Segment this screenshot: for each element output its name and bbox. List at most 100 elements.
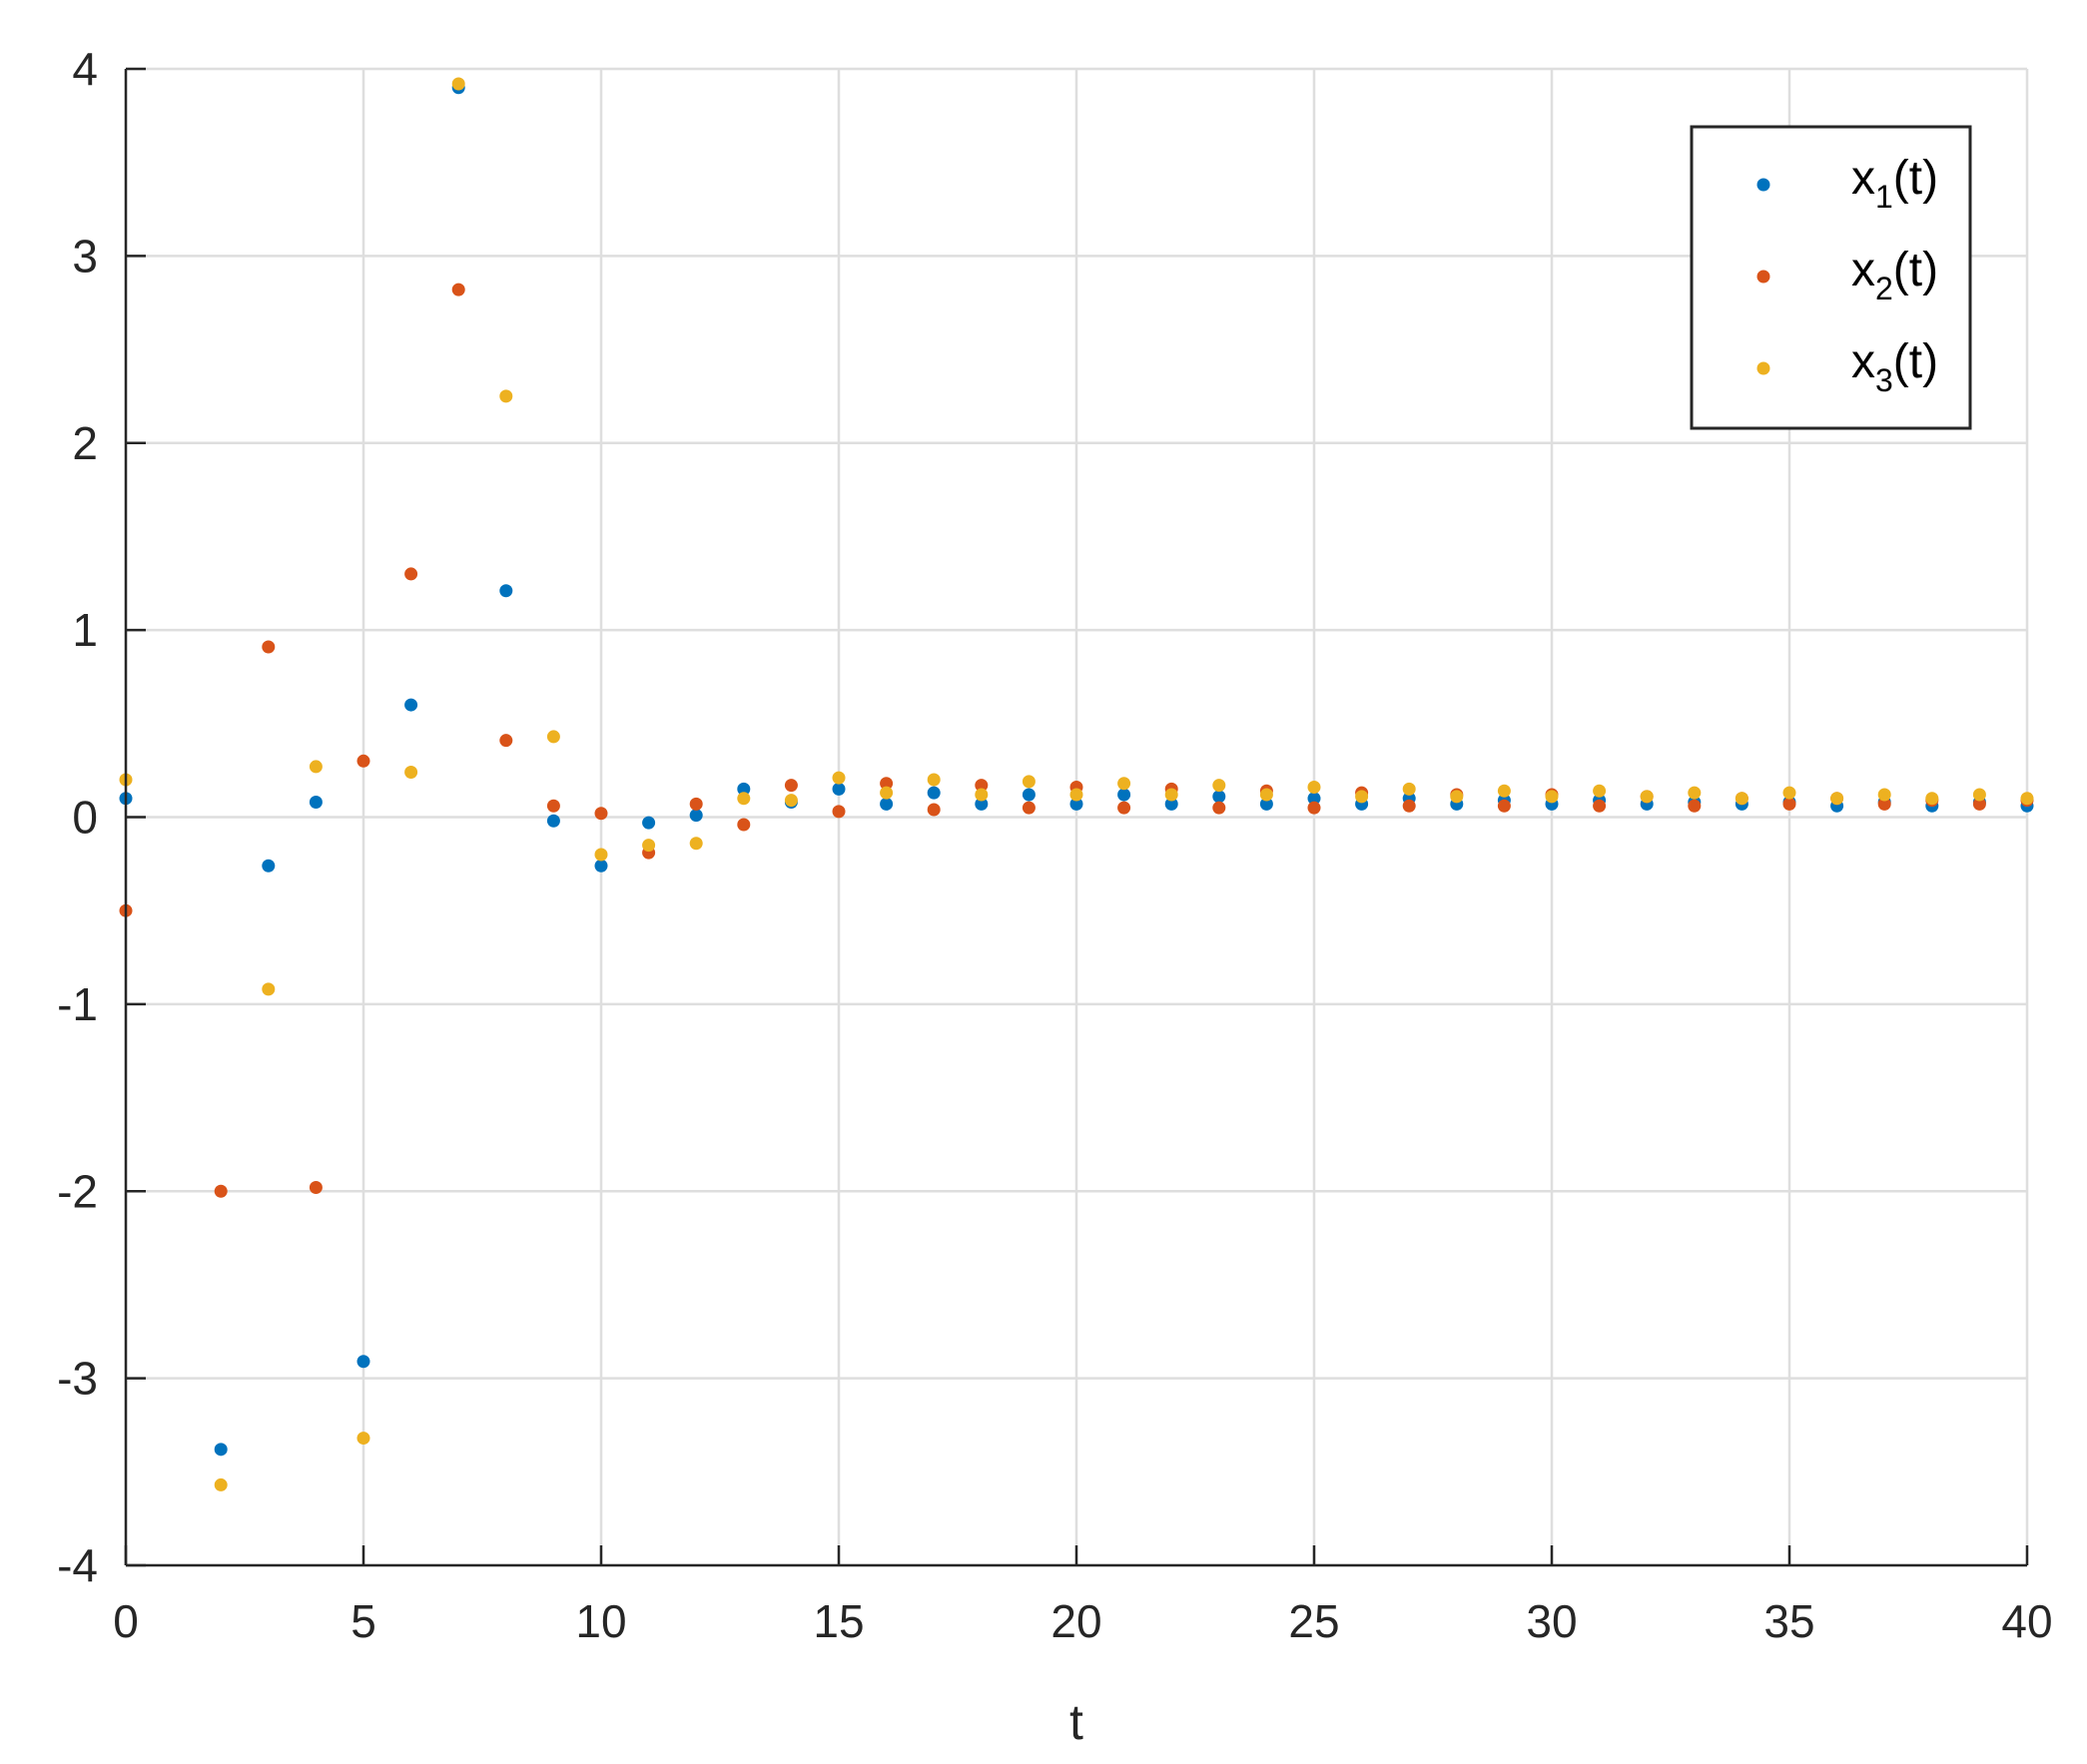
data-point-series-3 [499,389,513,403]
data-point-series-2 [1307,801,1321,815]
data-point-series-3 [404,766,418,780]
data-point-series-3 [1782,786,1796,800]
data-point-series-3 [1355,790,1369,804]
data-point-series-3 [1497,784,1511,798]
data-point-series-1 [594,859,608,873]
data-point-series-3 [1972,788,1986,802]
data-point-series-3 [309,760,323,774]
data-point-series-1 [1164,797,1178,811]
data-points [119,77,2034,1491]
data-point-series-1 [262,859,276,873]
legend-label-series-1: x1(t) [1851,152,1938,215]
data-point-series-3 [1164,788,1178,802]
data-point-series-3 [1117,777,1131,791]
data-point-series-2 [927,803,941,817]
data-point-series-2 [262,640,276,654]
data-point-series-2 [784,779,798,793]
x-tick-label: 15 [813,1595,864,1647]
data-point-series-2 [1022,801,1036,815]
data-point-series-3 [1545,790,1559,804]
data-point-series-3 [1212,779,1226,793]
legend-marker-series-2 [1756,270,1770,284]
data-point-series-2 [594,807,608,821]
data-point-series-2 [309,1181,323,1195]
data-point-series-2 [356,754,370,768]
data-point-series-3 [1925,792,1939,806]
data-point-series-3 [1402,782,1416,796]
data-point-series-1 [309,796,323,810]
y-tick-label: -4 [57,1539,98,1591]
x-axis-label: t [1069,1694,1083,1750]
legend-box [1690,125,1972,430]
data-point-series-3 [594,848,608,862]
data-point-series-2 [1782,797,1796,811]
data-point-series-2 [1212,801,1226,815]
data-point-series-3 [1877,788,1891,802]
data-point-series-1 [1212,790,1226,804]
data-point-series-2 [1593,799,1607,813]
x-tick-label: 10 [575,1595,626,1647]
data-point-series-2 [975,779,989,793]
data-point-series-3 [1307,781,1321,795]
data-point-series-3 [1593,784,1607,798]
data-point-series-1 [1022,788,1036,802]
x-tick-label: 30 [1526,1595,1577,1647]
data-point-series-3 [737,792,751,806]
legend-label-series-3: x3(t) [1851,335,1938,398]
data-point-series-1 [642,816,656,830]
data-point-series-1 [214,1443,228,1457]
data-point-series-3 [1640,790,1654,804]
data-point-series-1 [832,782,846,796]
data-point-series-3 [214,1477,228,1491]
data-point-series-3 [689,837,703,851]
data-point-series-2 [404,567,418,581]
data-point-series-2 [1877,797,1891,811]
data-point-series-3 [642,839,656,853]
data-point-series-1 [499,584,513,598]
y-tick-label: -1 [57,978,98,1030]
data-point-series-1 [356,1355,370,1369]
data-point-series-2 [451,283,465,296]
data-point-series-3 [1259,788,1273,802]
y-tick-label: -3 [57,1353,98,1405]
data-point-series-1 [880,797,894,811]
x-tick-label: 35 [1763,1595,1814,1647]
data-point-series-3 [451,77,465,91]
y-tick-label: 0 [72,792,98,844]
data-point-series-3 [356,1432,370,1446]
data-point-series-1 [1117,788,1131,802]
data-point-series-3 [880,786,894,800]
data-point-series-3 [1688,786,1702,800]
y-tick-label: -2 [57,1165,98,1217]
data-point-series-1 [546,814,560,828]
data-point-series-2 [1972,797,1986,811]
legend-marker-series-1 [1756,178,1770,192]
data-point-series-3 [1069,788,1083,802]
x-tick-label: 20 [1050,1595,1101,1647]
legend-marker-series-3 [1756,361,1770,375]
data-point-series-3 [1022,775,1036,789]
data-point-series-2 [880,777,894,791]
data-point-series-3 [832,771,846,785]
data-point-series-2 [499,734,513,748]
data-point-series-2 [214,1184,228,1198]
data-point-series-3 [262,982,276,996]
data-point-series-2 [1497,799,1511,813]
y-tick-label: 4 [72,43,98,95]
data-point-series-2 [546,799,560,813]
axes [124,67,2029,1567]
data-point-series-1 [1307,792,1321,806]
x-tick-label: 25 [1288,1595,1339,1647]
legend-label-series-2: x2(t) [1851,244,1938,306]
data-point-series-2 [689,797,703,811]
data-point-series-1 [975,797,989,811]
y-tick-label: 1 [72,604,98,656]
tick-labels: 0 5 10 15 20 25 30 35 40 -4 -3 -2 -1 0 1 2 3 4 [57,43,2052,1647]
x-tick-label: 0 [113,1595,139,1647]
data-point-series-3 [927,773,941,787]
y-tick-label: 2 [72,417,98,469]
data-point-series-3 [546,730,560,744]
x-tick-label: 40 [2001,1595,2052,1647]
data-point-series-1 [1069,797,1083,811]
data-point-series-2 [1402,799,1416,813]
